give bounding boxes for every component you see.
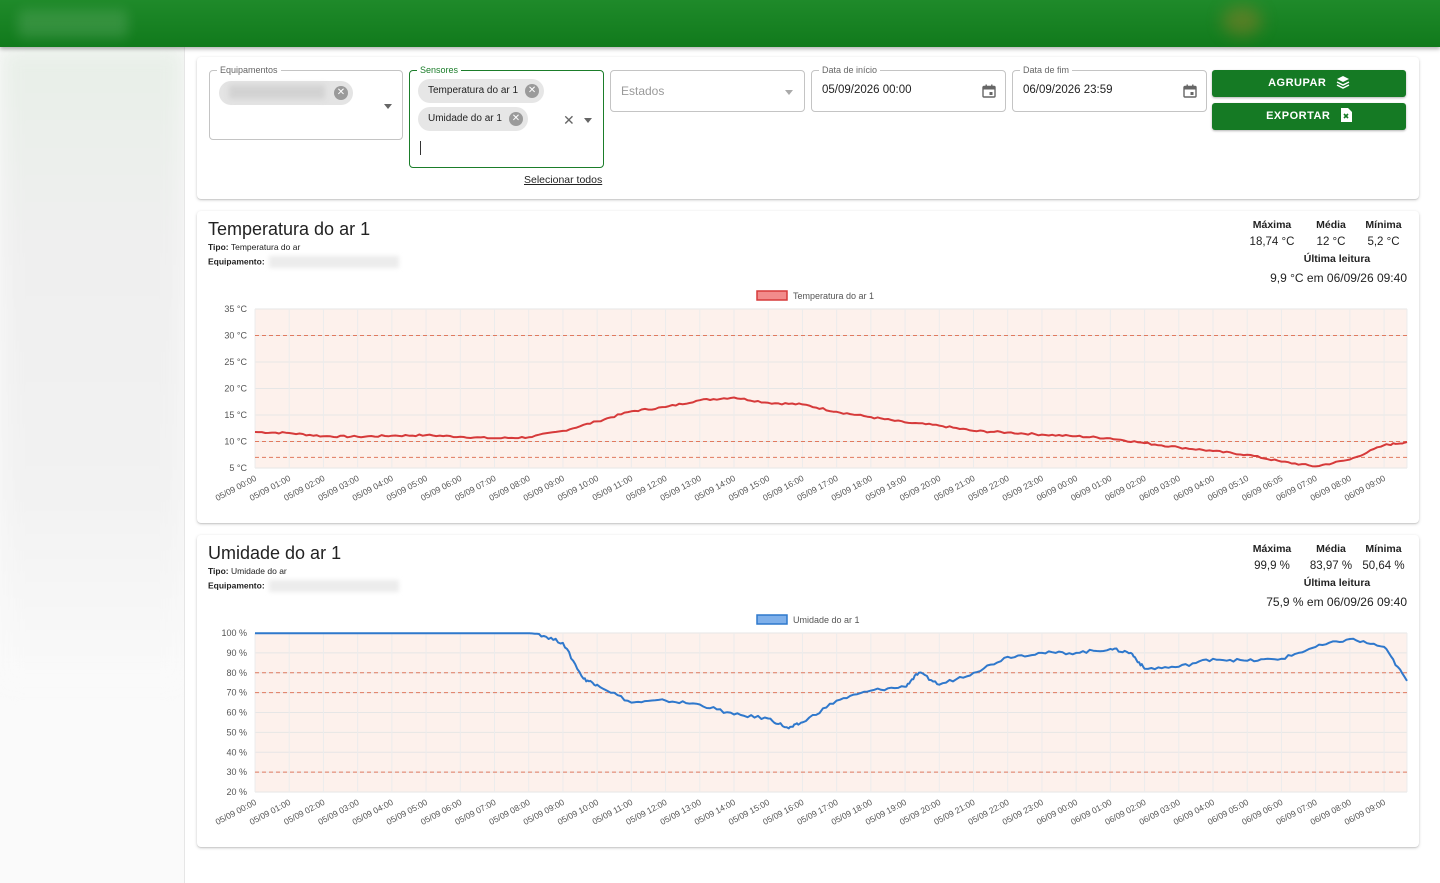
stat-min-value: 50,64 % — [1362, 560, 1405, 572]
chip-remove-icon[interactable]: ✕ — [508, 112, 523, 126]
clear-icon[interactable]: ✕ — [563, 112, 575, 128]
sensor-chip-label: Umidade do ar 1 — [428, 113, 502, 124]
equipamento-value-redacted — [268, 256, 399, 268]
sensor-chip-umidade[interactable]: Umidade do ar 1 ✕ — [418, 107, 528, 131]
temperature-chart[interactable]: 35 °C30 °C25 °C20 °C15 °C10 °C5 °C05/09 … — [197, 283, 1419, 518]
chart-legend: Umidade do ar 1 — [756, 614, 860, 625]
stat-avg-label: Média — [1316, 219, 1346, 231]
estados-select[interactable]: Estados — [610, 70, 805, 112]
data-fim-field[interactable]: Data de fim 06/09/2026 23:59 — [1012, 64, 1207, 112]
y-tick-label: 70 % — [226, 688, 247, 698]
legend-label: Temperatura do ar 1 — [793, 291, 874, 301]
data-fim-value: 06/09/2026 23:59 — [1023, 84, 1113, 96]
sidebar-blurred-menu — [0, 47, 184, 687]
main-content: Equipamentos ✕ Sensores Temperatura do a… — [185, 47, 1440, 883]
agrupar-button[interactable]: AGRUPAR — [1212, 70, 1406, 97]
y-tick-label: 20 % — [226, 787, 247, 797]
equipamentos-label: Equipamentos — [217, 64, 281, 76]
data-inicio-value: 05/09/2026 00:00 — [822, 84, 912, 96]
y-tick-label: 10 °C — [224, 437, 247, 447]
y-tick-label: 15 °C — [224, 410, 247, 420]
tipo-value: Temperatura do ar — [230, 242, 301, 252]
sensor-equipment: Equipamento: — [208, 580, 399, 592]
y-tick-label: 60 % — [226, 708, 247, 718]
stat-min-label: Mínima — [1365, 543, 1402, 555]
sensor-type: Tipo: Umidade do ar — [208, 566, 287, 576]
user-avatar[interactable] — [1222, 6, 1262, 36]
y-tick-label: 100 % — [221, 628, 247, 638]
sidebar — [0, 47, 185, 883]
y-tick-label: 40 % — [226, 747, 247, 757]
stat-avg-value: 12 °C — [1316, 236, 1346, 248]
estados-placeholder: Estados — [621, 84, 665, 98]
select-all-link[interactable]: Selecionar todos — [524, 174, 603, 186]
stat-min-label: Mínima — [1365, 219, 1402, 231]
app-logo[interactable] — [18, 10, 128, 38]
stat-max-value: 99,9 % — [1254, 560, 1290, 572]
stat-max-value: 18,74 °C — [1249, 236, 1295, 248]
chart-card-temperatura: Temperatura do ar 1 Tipo: Temperatura do… — [197, 211, 1419, 523]
last-reading-value: 9,9 °C em 06/09/26 09:40 — [1270, 271, 1407, 285]
data-inicio-label: Data de início — [819, 64, 881, 76]
series-line — [254, 396, 1408, 468]
tipo-label: Tipo: — [208, 566, 229, 576]
sensor-type: Tipo: Temperatura do ar — [208, 242, 300, 252]
stat-max-label: Máxima — [1252, 219, 1292, 231]
chart-card-umidade: Umidade do ar 1 Tipo: Umidade do ar Equi… — [197, 535, 1419, 847]
tipo-label: Tipo: — [208, 242, 229, 252]
filter-card: Equipamentos ✕ Sensores Temperatura do a… — [197, 57, 1419, 199]
y-tick-label: 25 °C — [224, 357, 247, 367]
y-tick-label: 5 °C — [229, 463, 247, 473]
equipamento-value-redacted — [268, 580, 399, 592]
y-tick-label: 20 °C — [224, 384, 247, 394]
humidity-chart[interactable]: 100 %90 %80 %70 %60 %50 %40 %30 %20 %05/… — [197, 607, 1419, 842]
last-reading-label: Última leitura — [1303, 253, 1371, 265]
chevron-down-icon[interactable] — [785, 90, 793, 95]
chip-remove-icon[interactable]: ✕ — [334, 86, 348, 100]
legend-swatch — [756, 290, 788, 301]
legend-label: Umidade do ar 1 — [793, 615, 860, 625]
stat-max-label: Máxima — [1252, 543, 1292, 555]
equipamento-chip[interactable]: ✕ — [219, 81, 353, 105]
tipo-value: Umidade do ar — [231, 566, 287, 576]
chart-title: Umidade do ar 1 — [208, 543, 342, 563]
chart-title: Temperatura do ar 1 — [208, 219, 371, 239]
y-tick-label: 50 % — [226, 727, 247, 737]
last-reading-label: Última leitura — [1303, 577, 1371, 589]
legend-swatch — [756, 614, 788, 625]
y-tick-label: 80 % — [226, 668, 247, 678]
exportar-label: EXPORTAR — [1266, 110, 1331, 122]
y-tick-label: 35 °C — [224, 304, 247, 314]
chevron-down-icon[interactable] — [584, 118, 592, 123]
exportar-button[interactable]: EXPORTAR — [1212, 103, 1406, 130]
calendar-icon[interactable] — [982, 84, 996, 98]
sensor-chip-temperatura[interactable]: Temperatura do ar 1 ✕ — [418, 79, 545, 103]
chart-legend: Temperatura do ar 1 — [756, 290, 874, 301]
sensores-label: Sensores — [417, 64, 462, 76]
sensor-chip-label: Temperatura do ar 1 — [428, 85, 519, 96]
stat-avg-value: 83,97 % — [1309, 560, 1353, 572]
y-tick-label: 30 % — [226, 767, 247, 777]
y-tick-label: 30 °C — [224, 331, 247, 341]
y-tick-label: 90 % — [226, 648, 247, 658]
calendar-icon[interactable] — [1183, 84, 1197, 98]
text-caret — [420, 141, 421, 155]
sensores-select[interactable]: Sensores Temperatura do ar 1 ✕ Umidade d… — [409, 64, 604, 168]
series-line — [255, 632, 1408, 730]
file-export-icon — [1340, 107, 1352, 122]
equipamentos-select[interactable]: Equipamentos ✕ — [209, 64, 403, 140]
equipamento-label: Equipamento: — [208, 580, 265, 591]
data-fim-label: Data de fim — [1020, 64, 1073, 76]
layers-icon — [1336, 75, 1350, 89]
sensor-equipment: Equipamento: — [208, 256, 399, 268]
stat-avg-label: Média — [1316, 543, 1346, 555]
stat-min-value: 5,2 °C — [1367, 236, 1400, 248]
last-reading-value: 75,9 % em 06/09/26 09:40 — [1266, 595, 1407, 609]
chevron-down-icon[interactable] — [384, 104, 392, 109]
data-inicio-field[interactable]: Data de início 05/09/2026 00:00 — [811, 64, 1006, 112]
equipamento-label: Equipamento: — [208, 256, 265, 267]
top-app-bar — [0, 0, 1440, 47]
agrupar-label: AGRUPAR — [1268, 77, 1327, 89]
chip-remove-icon[interactable]: ✕ — [525, 84, 540, 98]
